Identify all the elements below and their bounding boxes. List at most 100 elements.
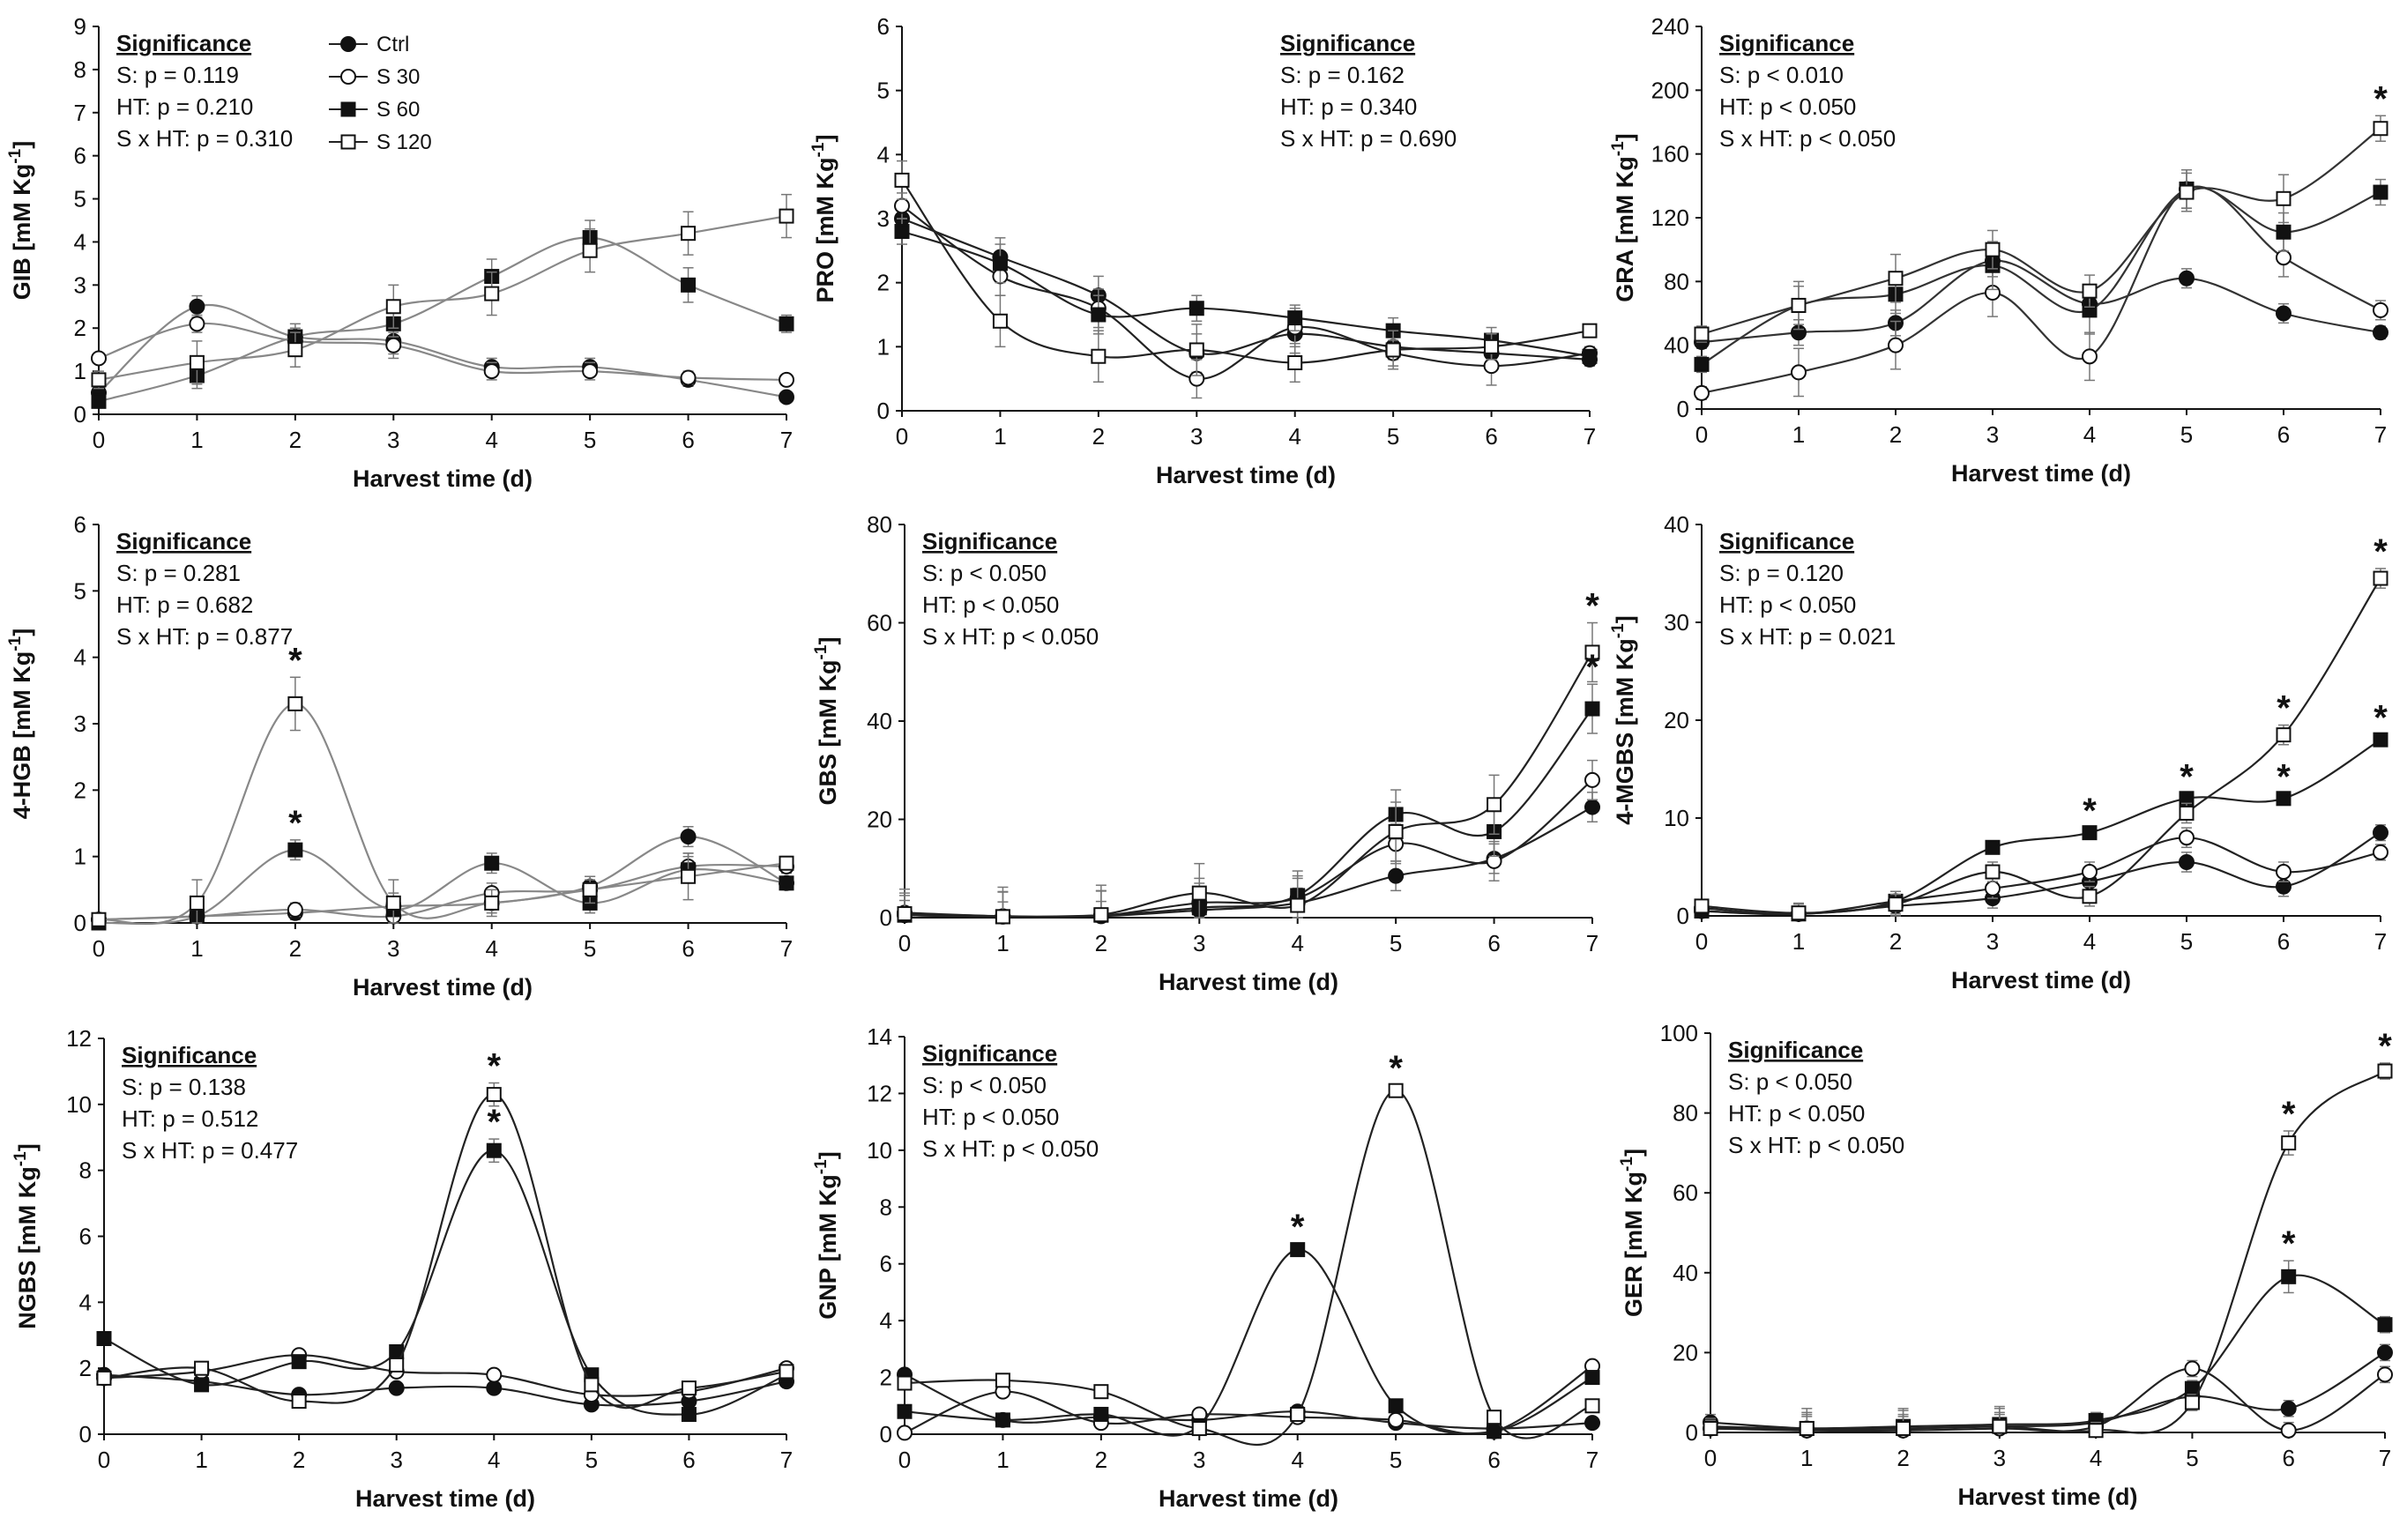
x-tick-label: 7 [1586,1447,1598,1473]
significance-box: Significance S: p = 0.120 HT: p < 0.050 S x… [1719,528,1896,650]
series-s-120 [897,1082,1600,1446]
y-axis-label-end: ] [1621,1149,1647,1157]
x-tick-label: 6 [2277,421,2290,448]
significance-line: S: p = 0.120 [1719,560,1844,586]
data-point [1985,880,2001,896]
x-axis-label: Harvest time (d) [1156,462,1336,488]
significance-star: * [2277,689,2291,728]
data-point [2082,889,2098,904]
y-axis-label: GRA [mM Kg-1] [1609,133,1638,301]
data-point [96,1370,112,1386]
x-tick-label: 5 [2180,421,2193,448]
x-tick-label: 3 [1190,423,1203,450]
series-line [103,1149,787,1416]
y-tick-label: 12 [867,1080,892,1106]
x-tick-label: 7 [780,1447,793,1473]
panel-pro: 0 1 2 3 4 5 6 0 1 2 3 4 5 6 7 Harvest time (d) PRO [mM K… [809,13,1598,488]
x-tick-label: 1 [1792,928,1805,955]
y-tick-label: 10 [66,1091,92,1118]
data-point [2179,830,2195,846]
x-tick-label: 6 [1485,423,1497,450]
data-point [385,337,402,353]
data-point [1985,242,2001,257]
y-axis-label-end: ] [1612,615,1638,623]
legend: Ctrl S 30 S 60 S 120 [329,33,432,154]
y-tick-label: 1 [74,844,86,870]
data-point [1093,907,1109,923]
y-tick-label: 5 [74,186,86,212]
series-line [98,236,787,403]
x-axis-label: Harvest time (d) [1159,969,1338,995]
y-tick-label: 8 [74,56,86,83]
data-point [2281,1268,2297,1284]
data-point [2281,1135,2297,1151]
data-point [1091,348,1107,364]
y-axis-label-end: ] [1612,133,1638,141]
y-tick-label: 30 [1664,609,1689,636]
data-point [1093,1384,1109,1400]
legend-marker [340,101,356,117]
legend-marker [340,36,356,52]
x-axis-label: Harvest time (d) [1951,460,2131,487]
y-tick-label: 4 [74,228,86,255]
series-line [103,1093,787,1410]
legend-label: S 30 [376,65,420,89]
data-point [1385,342,1401,358]
significance-line: S: p = 0.162 [1280,62,1405,88]
data-point [291,1354,307,1370]
significance-star: * [487,1047,501,1086]
significance-star: * [2282,1224,2296,1263]
significance-star: * [1585,587,1599,626]
data-point [2373,121,2388,137]
data-point [1896,1420,1911,1436]
x-tick-label: 1 [996,930,1009,956]
y-tick-label: 80 [1664,268,1689,294]
x-tick-label: 4 [1291,1447,1303,1473]
y-tick-label: 2 [74,777,86,803]
data-point [1191,885,1207,901]
y-tick-label: 9 [74,13,86,40]
data-point [1584,799,1600,815]
significance-line: HT: p = 0.512 [122,1105,258,1132]
x-tick-label: 6 [1487,930,1500,956]
significance-title: Significance [122,1042,257,1068]
data-point [2184,1395,2200,1410]
x-tick-label: 6 [682,935,694,962]
y-axis-label-end: ] [812,135,838,143]
significance-star: * [1291,1208,1305,1246]
x-tick-label: 5 [2180,928,2193,955]
legend-label: Ctrl [376,33,409,56]
data-point [681,1380,697,1396]
series-line [103,1373,787,1407]
y-axis-label-text: GIB [mM Kg [9,164,35,301]
significance-title: Significance [1728,1037,1863,1063]
data-point [1582,348,1598,364]
x-tick-label: 4 [1291,930,1303,956]
data-point [2179,184,2195,200]
data-point [2377,1344,2393,1361]
y-tick-label: 0 [79,1421,92,1447]
data-point [1388,1411,1405,1428]
data-point [385,895,401,911]
y-tick-label: 20 [1673,1339,1698,1365]
x-tick-label: 7 [1584,423,1596,450]
significance-line: S: p < 0.050 [922,1072,1047,1098]
data-point [894,197,910,214]
significance-box: Significance S: p < 0.010 HT: p < 0.050 S x… [1719,30,1896,152]
significance-box: Significance S: p = 0.281 HT: p = 0.682 S x… [116,528,293,650]
data-point [287,696,303,711]
y-axis-label-end: ] [9,141,35,149]
data-point [486,1366,503,1383]
significance-box: Significance S: p < 0.050 HT: p < 0.050 S x… [922,528,1099,650]
x-tick-label: 6 [682,427,694,453]
series-s-120 [897,621,1600,925]
y-tick-label: 6 [74,511,86,538]
data-point [91,350,107,367]
y-tick-label: 80 [867,511,892,538]
data-point [897,1425,913,1441]
x-tick-label: 3 [1986,928,1999,955]
data-point [2373,184,2388,200]
significance-line: HT: p < 0.050 [1728,1100,1865,1127]
y-axis-label-sup: -1 [1609,623,1628,638]
y-axis-label-end: ] [14,1143,41,1151]
